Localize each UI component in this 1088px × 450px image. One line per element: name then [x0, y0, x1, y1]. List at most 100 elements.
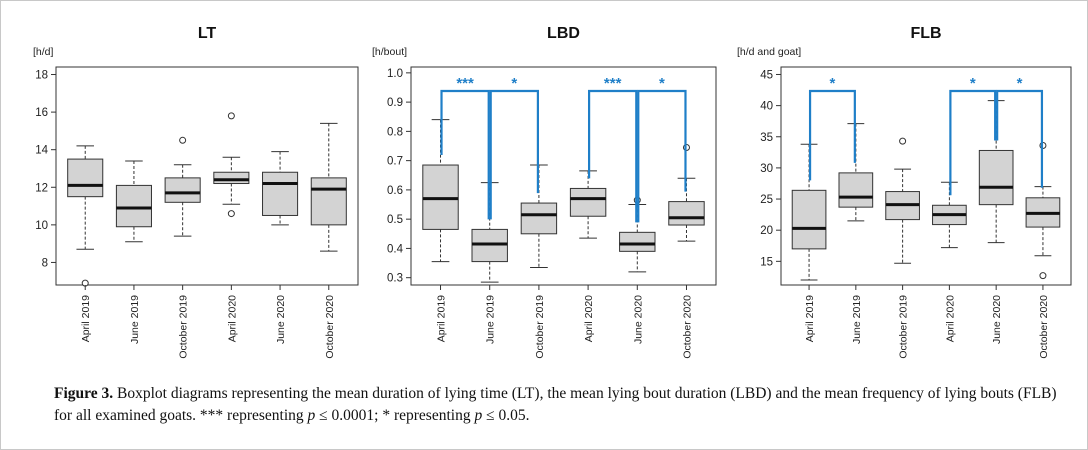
chart-flb: FLB [h/d and goat] 15 20 25 30 35 40 45 April 201…: [737, 25, 1072, 359]
y-tick-label: 20: [760, 225, 773, 237]
x-tick-label: October 2020: [1038, 295, 1050, 359]
y-tick-label: 0.3: [387, 273, 403, 285]
x-tick-label: April 2020: [944, 295, 956, 342]
significance-label: ***: [456, 75, 474, 92]
y-axis-unit-label: [h/d and goat]: [737, 46, 801, 58]
y-tick-label: 18: [35, 70, 48, 82]
interquartile-box: [164, 177, 201, 203]
significance-bracket: [587, 89, 638, 223]
charts-area: LT [h/d] 8 10 12 14 16 18 April 2019 June 2019 Oct…: [33, 25, 1072, 359]
significance-bracket: [637, 89, 687, 223]
significance-label: ***: [604, 75, 622, 92]
box-april-2020: [213, 112, 250, 218]
y-tick-label: 0.9: [387, 97, 403, 109]
significance-label: *: [1017, 75, 1023, 92]
outlier-point: [179, 136, 187, 144]
plot-frame: [780, 66, 1072, 286]
interquartile-box: [978, 149, 1014, 206]
x-tick-label: October 2020: [324, 295, 336, 359]
interquartile-box: [668, 201, 705, 226]
x-tick-label: October 2019: [178, 295, 190, 359]
x-tick-label: October 2019: [898, 295, 910, 359]
box-april-2019: [422, 119, 459, 263]
outlier-point: [899, 137, 907, 145]
outlier-point: [227, 112, 235, 120]
y-tick-label: 16: [35, 107, 48, 119]
y-tick-label: 12: [35, 182, 48, 194]
interquartile-box: [619, 231, 656, 252]
x-tick-label: June 2019: [485, 295, 497, 344]
y-tick-label: 15: [760, 256, 773, 268]
interquartile-box: [520, 202, 558, 235]
chart-title: LBD: [547, 25, 580, 42]
y-tick-label: 0.5: [387, 214, 403, 226]
y-tick-label: 0.8: [387, 126, 403, 138]
chart-title: LT: [198, 25, 217, 42]
significance-bracket: [489, 89, 540, 220]
y-tick-label: 40: [760, 101, 773, 113]
y-tick-label: 8: [42, 257, 48, 269]
y-axis-unit-label: [h/bout]: [372, 46, 407, 58]
box-october-2019: [520, 164, 558, 268]
interquartile-box: [67, 158, 104, 198]
x-tick-label: June 2019: [129, 295, 141, 344]
chart-lt: LT [h/d] 8 10 12 14 16 18 April 2019 June 2019 Oct…: [33, 25, 359, 359]
y-tick-label: 25: [760, 194, 773, 206]
box-april-2019: [67, 145, 104, 287]
y-tick-label: 0.7: [387, 156, 403, 168]
x-tick-label: April 2019: [804, 295, 816, 342]
plot-frame: [55, 66, 359, 286]
y-tick-label: 1.0: [387, 68, 403, 80]
y-tick-label: 45: [760, 69, 773, 81]
caption-text-1: Boxplot diagrams representing the mean d…: [54, 385, 1057, 424]
caption-text-3: ≤ 0.05.: [482, 407, 530, 424]
x-tick-label: April 2019: [436, 295, 448, 342]
x-tick-label: April 2019: [80, 295, 92, 342]
caption-label: Figure 3.: [54, 385, 114, 402]
figure-caption: Figure 3. Boxplot diagrams representing …: [54, 383, 1064, 427]
x-tick-label: June 2020: [275, 295, 287, 344]
y-tick-label: 35: [760, 132, 773, 144]
interquartile-box: [791, 189, 827, 250]
significance-label: *: [511, 75, 517, 92]
chart-lbd: LBD [h/bout] 0.3 0.4 0.5 0.6 0.7 0.8 0.9 1.0 April…: [372, 25, 717, 359]
box-june-2020: [262, 151, 299, 226]
interquartile-box: [213, 171, 250, 185]
caption-p-2: p: [474, 407, 483, 424]
interquartile-box: [115, 184, 152, 228]
box-october-2019: [164, 136, 201, 237]
interquartile-box: [569, 187, 607, 217]
y-axis-unit-label: [h/d]: [33, 46, 54, 58]
outlier-point: [1039, 272, 1047, 280]
caption-text-2: ≤ 0.0001; * representing: [315, 407, 475, 424]
significance-bracket: [949, 89, 997, 196]
box-october-2019: [885, 137, 920, 264]
y-tick-label: 30: [760, 163, 773, 175]
box-april-2020: [932, 181, 967, 249]
significance-bracket: [808, 89, 856, 181]
chart-title: FLB: [910, 25, 941, 42]
interquartile-box: [310, 177, 347, 226]
significance-label: *: [659, 75, 665, 92]
plot-frame: [410, 66, 717, 286]
caption-p-1: p: [307, 407, 316, 424]
x-tick-label: April 2020: [226, 295, 238, 342]
y-tick-label: 0.6: [387, 185, 403, 197]
significance-bracket: [996, 89, 1044, 188]
interquartile-box: [262, 171, 299, 216]
outlier-point: [227, 210, 235, 218]
box-october-2020: [1025, 141, 1061, 280]
significance-label: *: [830, 75, 836, 92]
significance-bracket: [440, 89, 490, 220]
box-october-2020: [668, 143, 705, 242]
y-tick-label: 14: [35, 145, 48, 157]
x-tick-label: June 2020: [991, 295, 1003, 344]
box-june-2019: [838, 123, 874, 222]
interquartile-box: [838, 172, 874, 208]
y-tick-label: 0.4: [387, 243, 404, 255]
x-tick-label: October 2020: [681, 295, 693, 359]
x-tick-label: June 2019: [851, 295, 863, 344]
x-tick-label: April 2020: [583, 295, 595, 342]
box-june-2019: [115, 160, 152, 243]
significance-label: *: [970, 75, 976, 92]
